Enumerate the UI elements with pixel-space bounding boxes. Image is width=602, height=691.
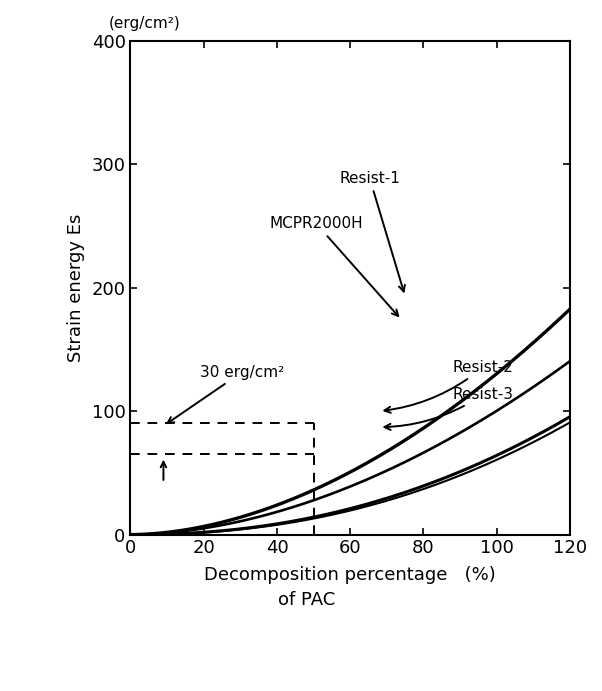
Text: Strain energy Es: Strain energy Es [67, 214, 84, 362]
Text: Resist-1: Resist-1 [339, 171, 405, 292]
Text: Resist-2: Resist-2 [385, 359, 514, 413]
Text: (erg/cm²): (erg/cm²) [108, 16, 180, 31]
Text: Resist-3: Resist-3 [385, 387, 514, 430]
X-axis label: Decomposition percentage   (%): Decomposition percentage (%) [204, 566, 496, 584]
Text: of PAC: of PAC [278, 591, 335, 609]
Text: MCPR2000H: MCPR2000H [270, 216, 398, 316]
Text: 30 erg/cm²: 30 erg/cm² [167, 365, 284, 423]
